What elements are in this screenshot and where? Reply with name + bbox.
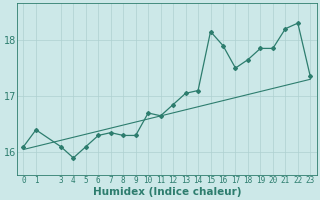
X-axis label: Humidex (Indice chaleur): Humidex (Indice chaleur): [92, 187, 241, 197]
